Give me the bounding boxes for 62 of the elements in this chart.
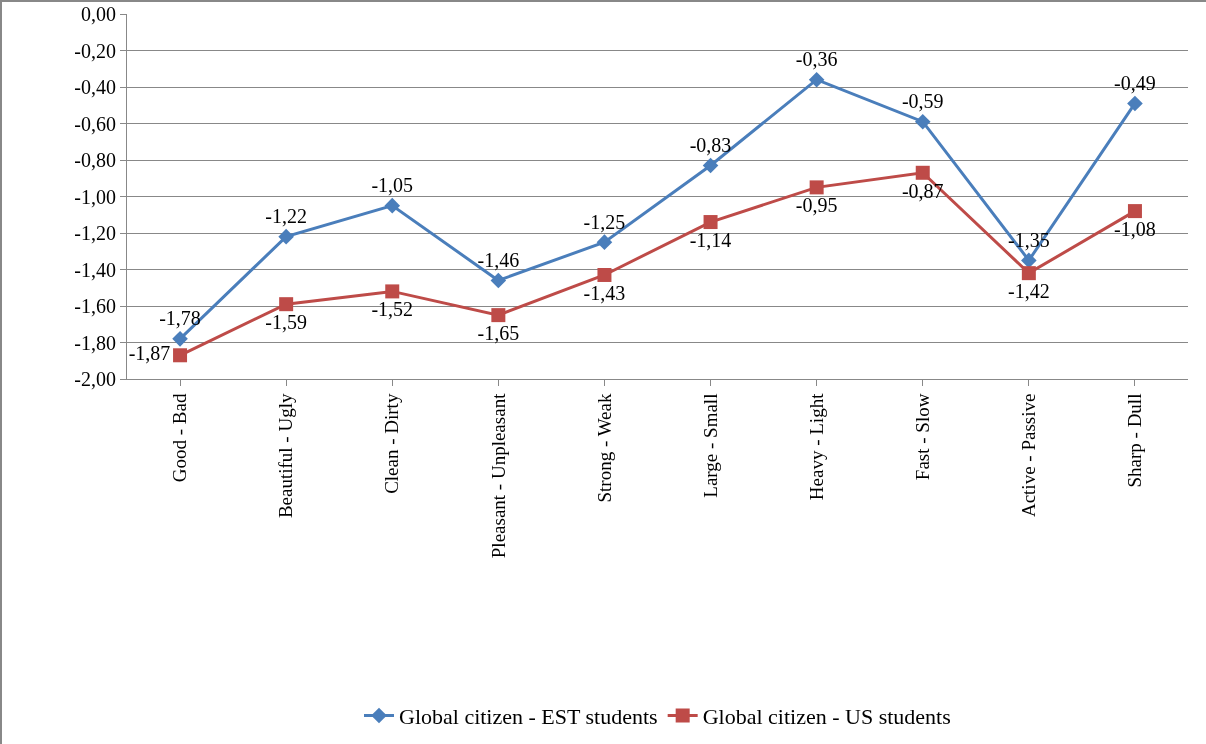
- x-tick-label: Fast - Slow: [911, 393, 933, 481]
- data-label: -1,59: [265, 310, 307, 333]
- point: [809, 180, 824, 195]
- data-label: -0,95: [795, 194, 838, 217]
- y-tick-label: -1,20: [74, 222, 116, 244]
- y-tick-label: -1,00: [74, 185, 116, 208]
- x-tick-label: Strong - Weak: [593, 393, 615, 503]
- data-label: -0,36: [795, 48, 838, 71]
- legend-label: Global citizen - US students: [702, 704, 951, 730]
- point: [173, 348, 188, 363]
- y-tick-label: -1,40: [74, 258, 116, 281]
- data-label: -1,52: [371, 298, 414, 321]
- x-tick-label: Beautiful - Ugly: [275, 393, 297, 519]
- data-label: -1,42: [1008, 279, 1050, 302]
- y-tick-label: -1,60: [74, 295, 116, 317]
- point: [172, 331, 188, 347]
- point: [597, 267, 612, 282]
- data-label: -1,87: [128, 342, 171, 365]
- data-label: -1,22: [265, 205, 307, 228]
- point: [385, 284, 400, 299]
- point: [1021, 252, 1037, 269]
- point: [808, 71, 825, 88]
- x-tick-label: Heavy - Light: [805, 392, 827, 501]
- point: [1021, 266, 1036, 281]
- y-tick-label: -0,60: [74, 112, 116, 135]
- point: [1127, 204, 1142, 219]
- data-label: -1,14: [689, 228, 732, 251]
- data-label: -0,49: [1114, 71, 1156, 94]
- point: [278, 228, 294, 245]
- data-label: -1,43: [583, 281, 626, 304]
- point: [384, 197, 401, 214]
- y-tick-label: 0,00: [81, 3, 116, 25]
- point: [915, 165, 930, 180]
- x-tick-label: Large - Small: [699, 393, 721, 498]
- x-tick-label: Good - Bad: [169, 393, 191, 483]
- point: [914, 113, 931, 130]
- point: [703, 215, 718, 230]
- point: [491, 308, 506, 323]
- y-tick-label: -0,40: [74, 76, 116, 98]
- data-label: -0,59: [901, 90, 944, 113]
- data-label: -1,65: [477, 321, 520, 344]
- data-label: -0,83: [689, 133, 732, 156]
- point: [596, 234, 613, 250]
- y-tick-label: -0,80: [74, 149, 116, 171]
- data-label: -1,25: [583, 210, 626, 233]
- point: [279, 297, 294, 312]
- y-tick-label: -2,00: [74, 368, 116, 390]
- x-tick-label: Active - Passive: [1018, 393, 1040, 518]
- point: [1127, 95, 1143, 112]
- data-label: -0,87: [901, 179, 944, 202]
- data-label: -1,05: [371, 174, 414, 197]
- legend-label: Global citizen - EST students: [399, 704, 658, 730]
- y-tick-label: -1,80: [74, 331, 116, 354]
- point: [490, 272, 507, 289]
- point: [702, 157, 719, 174]
- data-label: -1,78: [159, 307, 201, 330]
- x-tick-label: Clean - Dirty: [381, 393, 403, 494]
- y-tick-label: -0,20: [74, 39, 116, 62]
- x-tick-label: Sharp - Dull: [1124, 393, 1146, 488]
- x-tick-label: Pleasant - Unpleasant: [487, 392, 509, 559]
- data-label: -1,46: [477, 248, 520, 271]
- data-label: -1,08: [1114, 217, 1156, 240]
